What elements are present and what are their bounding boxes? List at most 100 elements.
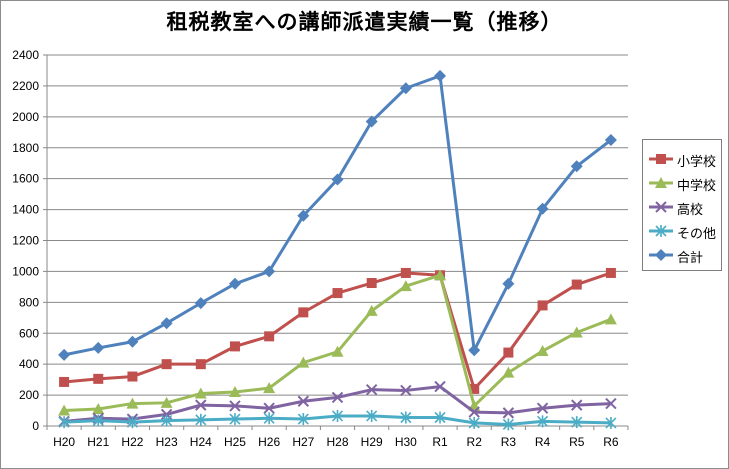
data-point bbox=[228, 277, 241, 290]
data-point bbox=[400, 384, 412, 397]
data-point bbox=[161, 359, 172, 370]
data-point bbox=[571, 416, 583, 429]
x-tick-label: R3 bbox=[501, 435, 517, 449]
data-point bbox=[161, 414, 173, 427]
y-tick-label: 1200 bbox=[12, 234, 39, 248]
axes bbox=[46, 55, 628, 427]
data-point bbox=[263, 265, 276, 278]
x-tick-label: H24 bbox=[190, 435, 212, 449]
legend-swatch bbox=[649, 201, 673, 213]
x-tick-label: R2 bbox=[467, 435, 483, 449]
y-tick-label: 2200 bbox=[12, 79, 39, 93]
data-point bbox=[400, 267, 411, 278]
data-point bbox=[264, 331, 275, 342]
legend-item: 中学校 bbox=[643, 172, 721, 194]
data-point bbox=[434, 380, 446, 393]
data-point bbox=[366, 278, 377, 289]
data-point bbox=[263, 382, 276, 394]
data-point bbox=[229, 341, 240, 352]
legend-marker bbox=[655, 225, 667, 237]
legend: 小学校中学校高校その他合計 bbox=[642, 139, 722, 271]
data-point bbox=[263, 402, 275, 414]
data-point bbox=[298, 307, 309, 318]
data-point bbox=[297, 413, 309, 426]
x-tick-label: H29 bbox=[361, 435, 383, 449]
x-tick-label: H28 bbox=[326, 435, 348, 449]
y-tick-label: 400 bbox=[19, 357, 39, 371]
data-point bbox=[263, 412, 275, 425]
data-point bbox=[536, 402, 549, 414]
y-tick-label: 800 bbox=[19, 295, 39, 309]
y-tick-label: 1400 bbox=[12, 203, 39, 217]
legend-item: 小学校 bbox=[643, 148, 721, 170]
data-point bbox=[59, 376, 70, 387]
y-tick-label: 2400 bbox=[12, 48, 39, 62]
data-point bbox=[502, 366, 515, 378]
data-point bbox=[297, 395, 310, 407]
x-tick-label: R5 bbox=[569, 435, 585, 449]
data-point bbox=[365, 383, 378, 396]
data-point bbox=[604, 134, 617, 147]
legend-marker bbox=[655, 201, 667, 213]
data-point bbox=[434, 411, 446, 424]
x-tick-label: H27 bbox=[292, 435, 314, 449]
legend-item: その他 bbox=[643, 220, 721, 242]
data-point bbox=[536, 202, 549, 215]
data-point bbox=[366, 409, 378, 422]
data-point bbox=[365, 115, 378, 128]
data-point bbox=[126, 397, 139, 409]
data-point bbox=[58, 416, 70, 429]
data-point bbox=[605, 397, 617, 410]
x-tick-label: R6 bbox=[603, 435, 619, 449]
data-point bbox=[332, 288, 343, 299]
legend-swatch bbox=[649, 177, 673, 188]
data-point bbox=[58, 348, 71, 361]
legend-marker bbox=[656, 154, 666, 164]
data-point bbox=[331, 173, 344, 186]
x-tick-label: H20 bbox=[53, 435, 75, 449]
x-tick-label: H23 bbox=[156, 435, 178, 449]
data-point bbox=[400, 411, 412, 424]
legend-marker bbox=[655, 249, 667, 261]
data-point bbox=[469, 383, 480, 394]
data-point bbox=[194, 297, 207, 310]
y-tick-label: 0 bbox=[32, 419, 39, 433]
data-point bbox=[160, 317, 173, 330]
data-point bbox=[570, 160, 583, 173]
data-point bbox=[331, 409, 344, 422]
y-tick-label: 600 bbox=[19, 326, 39, 340]
legend-label: 高校 bbox=[677, 203, 704, 218]
data-point bbox=[434, 69, 447, 82]
data-point bbox=[468, 406, 480, 418]
data-point bbox=[502, 407, 515, 419]
legend-label: 合計 bbox=[677, 251, 704, 266]
data-point bbox=[605, 416, 617, 429]
data-point bbox=[160, 396, 173, 408]
grid-lines bbox=[47, 54, 628, 427]
data-point bbox=[194, 387, 207, 399]
x-tick-label: H22 bbox=[121, 435, 143, 449]
x-tick-label: H26 bbox=[258, 435, 280, 449]
x-tick-label: H30 bbox=[395, 435, 417, 449]
chart-title: 租税教室への講師派遣実績一覧（推移） bbox=[166, 10, 563, 34]
data-point bbox=[229, 413, 241, 426]
data-point bbox=[570, 326, 583, 338]
series-3 bbox=[58, 409, 617, 431]
data-point bbox=[365, 304, 378, 316]
x-tick-label: R4 bbox=[535, 435, 551, 449]
legend-label: 小学校 bbox=[677, 155, 717, 170]
data-point bbox=[228, 385, 241, 397]
data-point bbox=[331, 345, 344, 357]
data-point bbox=[331, 391, 344, 404]
y-tick-label: 1600 bbox=[12, 172, 39, 186]
legend-item: 高校 bbox=[643, 196, 721, 218]
data-point bbox=[92, 402, 105, 414]
legend-label: その他 bbox=[677, 227, 717, 242]
data-point bbox=[297, 209, 310, 222]
data-point bbox=[468, 344, 481, 357]
data-point bbox=[503, 347, 514, 358]
data-point bbox=[468, 416, 480, 429]
series-0 bbox=[59, 267, 616, 394]
data-point bbox=[229, 400, 241, 412]
